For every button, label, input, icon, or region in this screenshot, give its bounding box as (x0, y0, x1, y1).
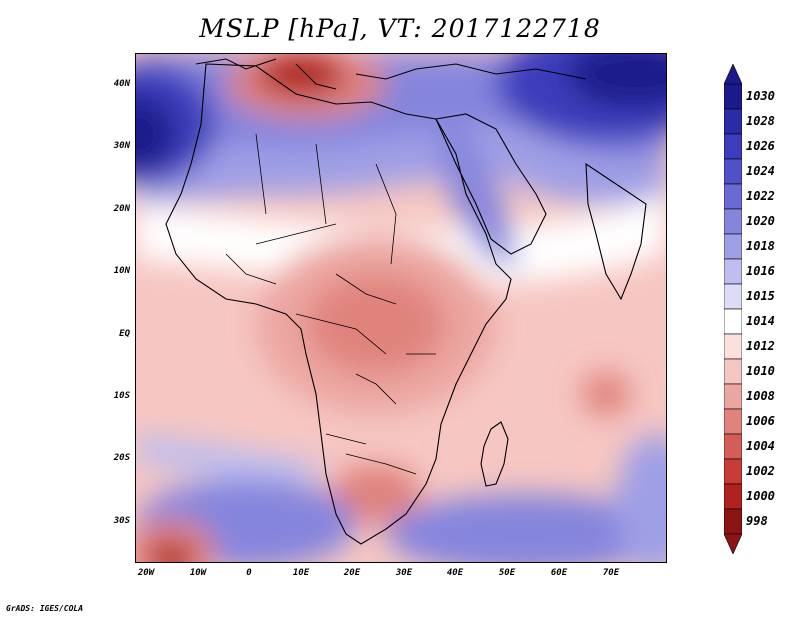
colorbar-label: 1026 (746, 138, 775, 153)
colorbar-label: 1028 (746, 113, 775, 128)
y-tick-40n: 40N (113, 79, 130, 89)
colorbar-label: 1002 (746, 463, 775, 478)
colorbar-cell (724, 383, 742, 410)
colorbar-label: 1006 (746, 413, 775, 428)
x-tick-10w: 10W (189, 568, 207, 578)
colorbar-label: 1016 (746, 263, 775, 278)
colorbar-cells (724, 83, 742, 535)
colorbar-bottom-arrow (724, 533, 742, 554)
map-title: MSLP [hPa], VT: 2017122718 (199, 14, 601, 43)
x-tick-30e: 30E (395, 568, 413, 578)
colorbar-cell (724, 433, 742, 460)
colorbar-label: 1030 (746, 88, 775, 103)
colorbar-cell (724, 208, 742, 235)
colorbar-cell (724, 333, 742, 360)
colorbar-label: 1010 (746, 363, 775, 378)
x-tick-0: 0 (246, 568, 252, 578)
colorbar-cell (724, 258, 742, 285)
y-tick-10s: 10S (113, 391, 130, 401)
x-tick-60e: 60E (550, 568, 568, 578)
colorbar-label: 1014 (746, 313, 775, 328)
india-coastline (585, 162, 647, 301)
colorbar-label: 1018 (746, 238, 775, 253)
colorbar-top-arrow (724, 64, 742, 85)
colorbar-cell (724, 83, 742, 110)
colorbar-cell (724, 308, 742, 335)
madagascar-coastline (480, 421, 509, 487)
x-tick-50e: 50E (498, 568, 516, 578)
country-borders (225, 133, 436, 475)
arabia-coastline (435, 113, 547, 255)
colorbar-label: 1004 (746, 438, 775, 453)
colorbar-label: 1015 (746, 288, 775, 303)
colorbar-cell (724, 183, 742, 210)
x-tick-40e: 40E (446, 568, 464, 578)
map-canvas (136, 54, 666, 562)
y-tick-20n: 20N (113, 204, 130, 214)
africa-coastline (165, 63, 512, 545)
y-tick-20s: 20S (113, 453, 130, 463)
x-tick-10e: 10E (292, 568, 310, 578)
colorbar-label: 1024 (746, 163, 775, 178)
y-tick-10n: 10N (113, 266, 130, 276)
y-tick-eq: EQ (119, 329, 130, 339)
colorbar-cell (724, 408, 742, 435)
credit-text: GrADS: IGES/COLA (6, 604, 84, 613)
x-tick-20w: 20W (137, 568, 155, 578)
colorbar-label: 1012 (746, 338, 775, 353)
y-tick-30s: 30S (113, 516, 130, 526)
colorbar-cell (724, 233, 742, 260)
pressure-field (136, 54, 666, 562)
colorbar (724, 64, 742, 554)
colorbar-label: 1022 (746, 188, 775, 203)
europe-coastline (195, 58, 587, 90)
colorbar-cell (724, 508, 742, 535)
colorbar-label: 1000 (746, 488, 775, 503)
x-tick-20e: 20E (343, 568, 361, 578)
colorbar-label: 1008 (746, 388, 775, 403)
colorbar-cell (724, 283, 742, 310)
colorbar-cell (724, 483, 742, 510)
colorbar-label: 1020 (746, 213, 775, 228)
colorbar-cell (724, 458, 742, 485)
colorbar-cell (724, 158, 742, 185)
colorbar-cell (724, 133, 742, 160)
x-tick-70e: 70E (602, 568, 620, 578)
colorbar-cell (724, 108, 742, 135)
colorbar-label: 998 (746, 513, 768, 528)
colorbar-cell (724, 358, 742, 385)
mslp-map (135, 53, 667, 563)
y-tick-30n: 30N (113, 141, 130, 151)
